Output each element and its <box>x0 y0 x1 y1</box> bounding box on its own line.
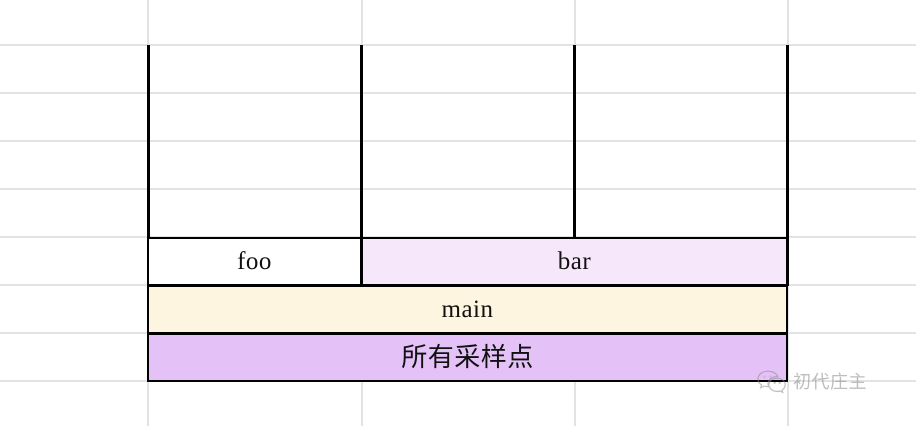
stack-rule-bar-mid <box>573 45 576 237</box>
flame-frame-label: bar <box>557 248 592 275</box>
flame-frame-label: main <box>441 296 494 323</box>
flame-frame-label: 所有采样点 <box>401 342 534 373</box>
grid-line-horizontal <box>0 44 916 46</box>
stack-rule-foo-bar <box>360 45 363 237</box>
grid-line-horizontal <box>0 188 916 190</box>
grid-line-horizontal <box>0 140 916 142</box>
stack-rule-left <box>147 45 150 237</box>
flame-frame-label: foo <box>237 248 272 275</box>
flame-frame-bar[interactable]: bar <box>361 237 788 286</box>
flame-frame-all-samples[interactable]: 所有采样点 <box>147 333 788 382</box>
flame-frame-foo[interactable]: foo <box>147 237 362 286</box>
grid-line-horizontal <box>0 92 916 94</box>
watermark-text: 初代庄主 <box>793 372 867 393</box>
stack-rule-right <box>786 45 789 286</box>
flame-frame-main[interactable]: main <box>147 285 788 334</box>
